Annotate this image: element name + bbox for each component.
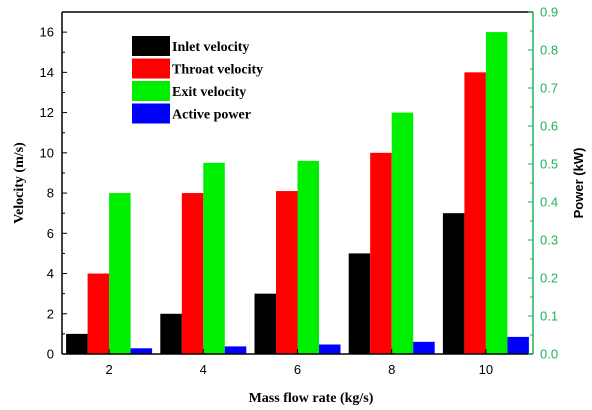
y-tick-label-2: 2 xyxy=(47,306,54,321)
bar-active-power-6 xyxy=(319,344,341,354)
x-tick-label-6: 6 xyxy=(294,362,301,377)
y-tick-label-4: 4 xyxy=(47,266,54,281)
bar-throat-velocity-4 xyxy=(181,193,204,354)
bar-active-power-4 xyxy=(224,346,247,354)
y2-axis-title: Power (kW) xyxy=(571,148,586,219)
bar-throat-velocity-2 xyxy=(87,273,110,354)
y-tick-label-0: 0 xyxy=(47,347,54,362)
y2-tick-label-0.1: 0.1 xyxy=(540,309,558,324)
y-tick-label-12: 12 xyxy=(40,105,54,120)
bar-inlet-velocity-10 xyxy=(442,213,465,354)
bar-inlet-velocity-8 xyxy=(348,253,371,354)
legend-swatch-throat-velocity xyxy=(132,58,170,79)
y-tick-label-8: 8 xyxy=(47,186,54,201)
y2-tick-label-0.6: 0.6 xyxy=(540,119,558,134)
y-tick-label-6: 6 xyxy=(47,226,54,241)
y2-tick-label-0.0: 0.0 xyxy=(540,347,558,362)
legend-swatch-active-power xyxy=(132,103,170,124)
bar-active-power-2 xyxy=(130,348,153,354)
legend-label-exit-velocity: Exit velocity xyxy=(172,85,246,100)
axes-layer: 0 2 4 6 8 10 12 14 16 0.0 0.1 0.2 0.3 0.4 0.5 0.6 0.7 0.8… xyxy=(40,5,559,378)
bar-inlet-velocity-6 xyxy=(254,293,276,354)
legend-label-active-power: Active power xyxy=(172,108,251,123)
bar-exit-velocity-4 xyxy=(203,162,225,354)
bar-active-power-10 xyxy=(507,336,529,354)
y2-tick-label-0.7: 0.7 xyxy=(540,81,558,96)
x-tick-label-8: 8 xyxy=(388,362,395,377)
bar-active-power-8 xyxy=(413,341,435,354)
x-axis-title: Mass flow rate (kg/s) xyxy=(249,391,374,406)
y-tick-label-16: 16 xyxy=(40,25,54,40)
y2-tick-label-0.4: 0.4 xyxy=(540,195,558,210)
legend-swatch-inlet-velocity xyxy=(132,36,170,56)
bar-exit-velocity-8 xyxy=(391,112,414,354)
bar-throat-velocity-6 xyxy=(276,191,298,354)
y2-tick-label-0.9: 0.9 xyxy=(540,5,558,20)
x-tick-label-2: 2 xyxy=(105,362,112,377)
bar-throat-velocity-8 xyxy=(370,152,392,354)
bar-inlet-velocity-2 xyxy=(66,333,88,354)
y2-tick-label-0.3: 0.3 xyxy=(540,233,558,248)
bar-exit-velocity-2 xyxy=(109,193,131,354)
legend-swatch-exit-velocity xyxy=(132,81,170,101)
legend: Inlet velocity Throat velocity Exit veloci… xyxy=(132,36,263,124)
y2-tick-label-0.8: 0.8 xyxy=(540,43,558,58)
x-tick-label-10: 10 xyxy=(479,362,493,377)
bar-throat-velocity-10 xyxy=(464,72,486,354)
y-tick-label-14: 14 xyxy=(40,65,54,80)
y2-tick-label-0.5: 0.5 xyxy=(540,157,558,172)
bars-layer xyxy=(66,32,529,355)
bar-inlet-velocity-4 xyxy=(160,313,182,354)
x-tick-label-4: 4 xyxy=(200,362,207,377)
legend-label-inlet-velocity: Inlet velocity xyxy=(172,40,249,55)
bar-exit-velocity-10 xyxy=(485,32,508,355)
legend-label-throat-velocity: Throat velocity xyxy=(172,63,263,78)
y2-tick-label-0.2: 0.2 xyxy=(540,271,558,286)
y-tick-label-10: 10 xyxy=(40,145,54,160)
bar-exit-velocity-6 xyxy=(297,160,319,354)
y-axis-title: Velocity (m/s) xyxy=(12,142,27,224)
